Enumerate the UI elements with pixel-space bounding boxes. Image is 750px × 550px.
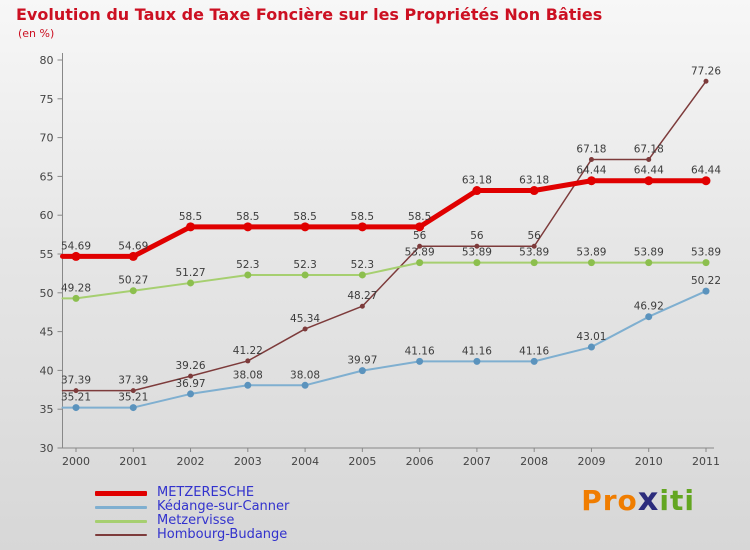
svg-text:55: 55 [40,248,54,261]
logo-part: Pro [581,484,638,517]
svg-text:35.21: 35.21 [61,392,91,404]
svg-text:56: 56 [527,230,541,242]
svg-text:41.16: 41.16 [405,345,435,357]
svg-text:50: 50 [40,287,54,300]
svg-text:37.39: 37.39 [61,375,91,387]
svg-text:51.27: 51.27 [176,267,206,279]
svg-text:58.5: 58.5 [351,211,374,223]
svg-text:80: 80 [40,54,54,67]
svg-text:54.69: 54.69 [118,240,148,252]
svg-text:70: 70 [40,132,54,145]
svg-text:50.27: 50.27 [118,275,148,287]
svg-text:46.92: 46.92 [634,301,664,313]
chart-title: Evolution du Taux de Taxe Foncière sur l… [16,5,603,24]
svg-text:64.44: 64.44 [576,165,606,177]
svg-text:77.26: 77.26 [691,65,721,77]
legend-item-Metzervisse: Metzervisse [95,514,289,528]
svg-text:63.18: 63.18 [462,175,492,187]
legend-label: Kédange-sur-Canner [157,499,290,514]
svg-text:2001: 2001 [119,455,147,468]
svg-text:52.3: 52.3 [351,259,374,271]
series-METZERESCHE [60,176,711,261]
legend-label: METZERESCHE [157,485,255,500]
svg-text:48.27: 48.27 [347,290,377,302]
svg-text:30: 30 [40,442,54,455]
svg-text:67.18: 67.18 [634,143,664,155]
svg-text:35: 35 [40,403,54,416]
svg-text:64.44: 64.44 [691,165,721,177]
svg-text:53.89: 53.89 [519,247,549,259]
svg-text:2010: 2010 [635,455,663,468]
logo-part: x [637,480,660,518]
svg-text:64.44: 64.44 [634,165,664,177]
series-Kédange-sur-Canner [61,287,710,412]
axes: 30 35 40 45 50 55 60 65 70 75 80 2000 2001 2002 2003 20… [40,53,720,468]
svg-text:75: 75 [40,93,54,106]
svg-text:2005: 2005 [348,455,376,468]
svg-text:37.39: 37.39 [118,375,148,387]
legend-swatch [95,505,147,509]
svg-text:43.01: 43.01 [576,331,606,343]
svg-text:2006: 2006 [406,455,434,468]
svg-text:58.5: 58.5 [236,211,259,223]
svg-text:41.22: 41.22 [233,345,263,357]
svg-text:36.97: 36.97 [176,378,206,390]
svg-text:53.89: 53.89 [462,247,492,259]
svg-text:2000: 2000 [62,455,90,468]
legend-item-Kédange-sur-Canner: Kédange-sur-Canner [95,500,289,514]
chart-legend: METZERESCHE Kédange-sur-Canner Metzervisse… [95,486,289,542]
legend-label: Metzervisse [157,513,235,528]
legend-item-Hombourg-Budange: Hombourg-Budange [95,528,289,542]
legend-item-METZERESCHE: METZERESCHE [95,486,289,500]
svg-text:2008: 2008 [520,455,548,468]
svg-text:2011: 2011 [692,455,720,468]
logo-part: iti [659,484,695,517]
svg-text:39.97: 39.97 [347,355,377,367]
value-labels: 54.69 54.69 58.5 58.5 58.5 58.5 58.5 63.18 63.18… [61,65,721,403]
svg-text:2003: 2003 [234,455,262,468]
svg-text:60: 60 [40,209,54,222]
svg-text:2007: 2007 [463,455,491,468]
svg-text:39.26: 39.26 [176,360,206,372]
chart-subtitle: (en %) [18,27,55,40]
svg-text:56: 56 [470,230,484,242]
svg-text:41.16: 41.16 [462,345,492,357]
svg-text:45.34: 45.34 [290,313,320,325]
legend-label: Hombourg-Budange [157,527,288,542]
chart-svg: 30 35 40 45 50 55 60 65 70 75 80 2000 2001 2002 2003 20… [40,53,721,468]
svg-text:45: 45 [40,326,54,339]
svg-text:38.08: 38.08 [233,369,263,381]
svg-text:52.3: 52.3 [236,259,259,271]
svg-text:58.5: 58.5 [179,211,202,223]
svg-text:53.89: 53.89 [405,247,435,259]
svg-text:53.89: 53.89 [634,247,664,259]
svg-text:58.5: 58.5 [408,211,431,223]
svg-text:56: 56 [413,230,427,242]
svg-text:2004: 2004 [291,455,319,468]
svg-text:2009: 2009 [577,455,605,468]
svg-text:54.69: 54.69 [61,240,91,252]
svg-text:49.28: 49.28 [61,282,91,294]
svg-text:65: 65 [40,170,54,183]
series-Hombourg-Budange [61,78,709,394]
legend-swatch [95,490,147,496]
svg-text:38.08: 38.08 [290,369,320,381]
legend-swatch [95,519,147,523]
svg-text:40: 40 [40,364,54,377]
proxiti-logo[interactable]: Proxiti [581,480,695,518]
svg-text:52.3: 52.3 [293,259,316,271]
svg-text:2002: 2002 [177,455,205,468]
series-Metzervisse [61,259,710,302]
svg-text:67.18: 67.18 [576,143,606,155]
svg-text:53.89: 53.89 [576,247,606,259]
svg-text:41.16: 41.16 [519,345,549,357]
svg-text:63.18: 63.18 [519,175,549,187]
svg-text:58.5: 58.5 [293,211,316,223]
svg-text:50.22: 50.22 [691,275,721,287]
legend-swatch [95,534,147,536]
svg-text:35.21: 35.21 [118,392,148,404]
svg-text:53.89: 53.89 [691,247,721,259]
